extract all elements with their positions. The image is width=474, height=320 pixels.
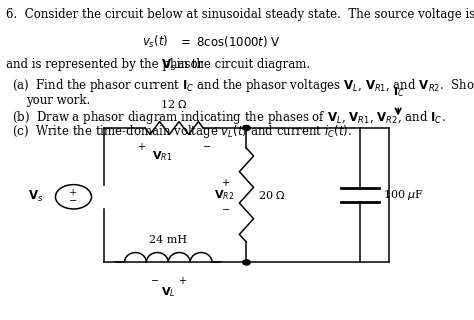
Text: $-$: $-$ [221, 204, 230, 212]
Text: $\mathbf{V}_L$: $\mathbf{V}_L$ [161, 285, 175, 299]
Text: 20 $\Omega$: 20 $\Omega$ [258, 189, 286, 201]
Text: $v_s(t)$: $v_s(t)$ [142, 34, 169, 50]
Circle shape [243, 125, 250, 131]
Text: 12 $\Omega$: 12 $\Omega$ [160, 98, 188, 110]
Circle shape [243, 260, 250, 265]
Text: (a)  Find the phasor current $\mathbf{I}_C$ and the phasor voltages $\mathbf{V}_: (a) Find the phasor current $\mathbf{I}_… [12, 77, 474, 94]
Text: $\mathbf{V}_{R1}$: $\mathbf{V}_{R1}$ [152, 149, 172, 163]
Text: (b)  Draw a phasor diagram indicating the phases of $\mathbf{V}_L$, $\mathbf{V}_: (b) Draw a phasor diagram indicating the… [12, 109, 446, 126]
Text: $= \ 8\cos(1000t) \ \mathrm{V}$: $= \ 8\cos(1000t) \ \mathrm{V}$ [178, 34, 281, 49]
Text: $-$: $-$ [150, 275, 159, 284]
Text: 24 mH: 24 mH [149, 235, 187, 245]
Text: (c)  Write the time-domain voltage $v_L(t)$ and current $i_C(t)$.: (c) Write the time-domain voltage $v_L(t… [12, 123, 352, 140]
Text: $\mathbf{I}_C$: $\mathbf{I}_C$ [393, 85, 405, 99]
Text: $+$: $+$ [137, 141, 146, 152]
Text: and is represented by the phasor: and is represented by the phasor [6, 58, 207, 71]
Text: $\mathbf{V}_s$: $\mathbf{V}_s$ [161, 58, 176, 73]
Text: your work.: your work. [26, 94, 91, 108]
Text: $+$: $+$ [221, 177, 230, 188]
Text: $\mathbf{V}_{R2}$: $\mathbf{V}_{R2}$ [214, 188, 235, 202]
Text: 6.  Consider the circuit below at sinusoidal steady state.  The source voltage i: 6. Consider the circuit below at sinusoi… [6, 8, 474, 21]
Text: $+$: $+$ [178, 275, 187, 286]
Text: in the circuit diagram.: in the circuit diagram. [173, 58, 310, 71]
Text: −: − [69, 196, 78, 205]
Text: $-$: $-$ [202, 141, 211, 150]
Text: $\mathbf{V}_s$: $\mathbf{V}_s$ [28, 189, 44, 204]
Text: +: + [69, 188, 78, 197]
Text: 100 $\mu$F: 100 $\mu$F [383, 188, 424, 202]
